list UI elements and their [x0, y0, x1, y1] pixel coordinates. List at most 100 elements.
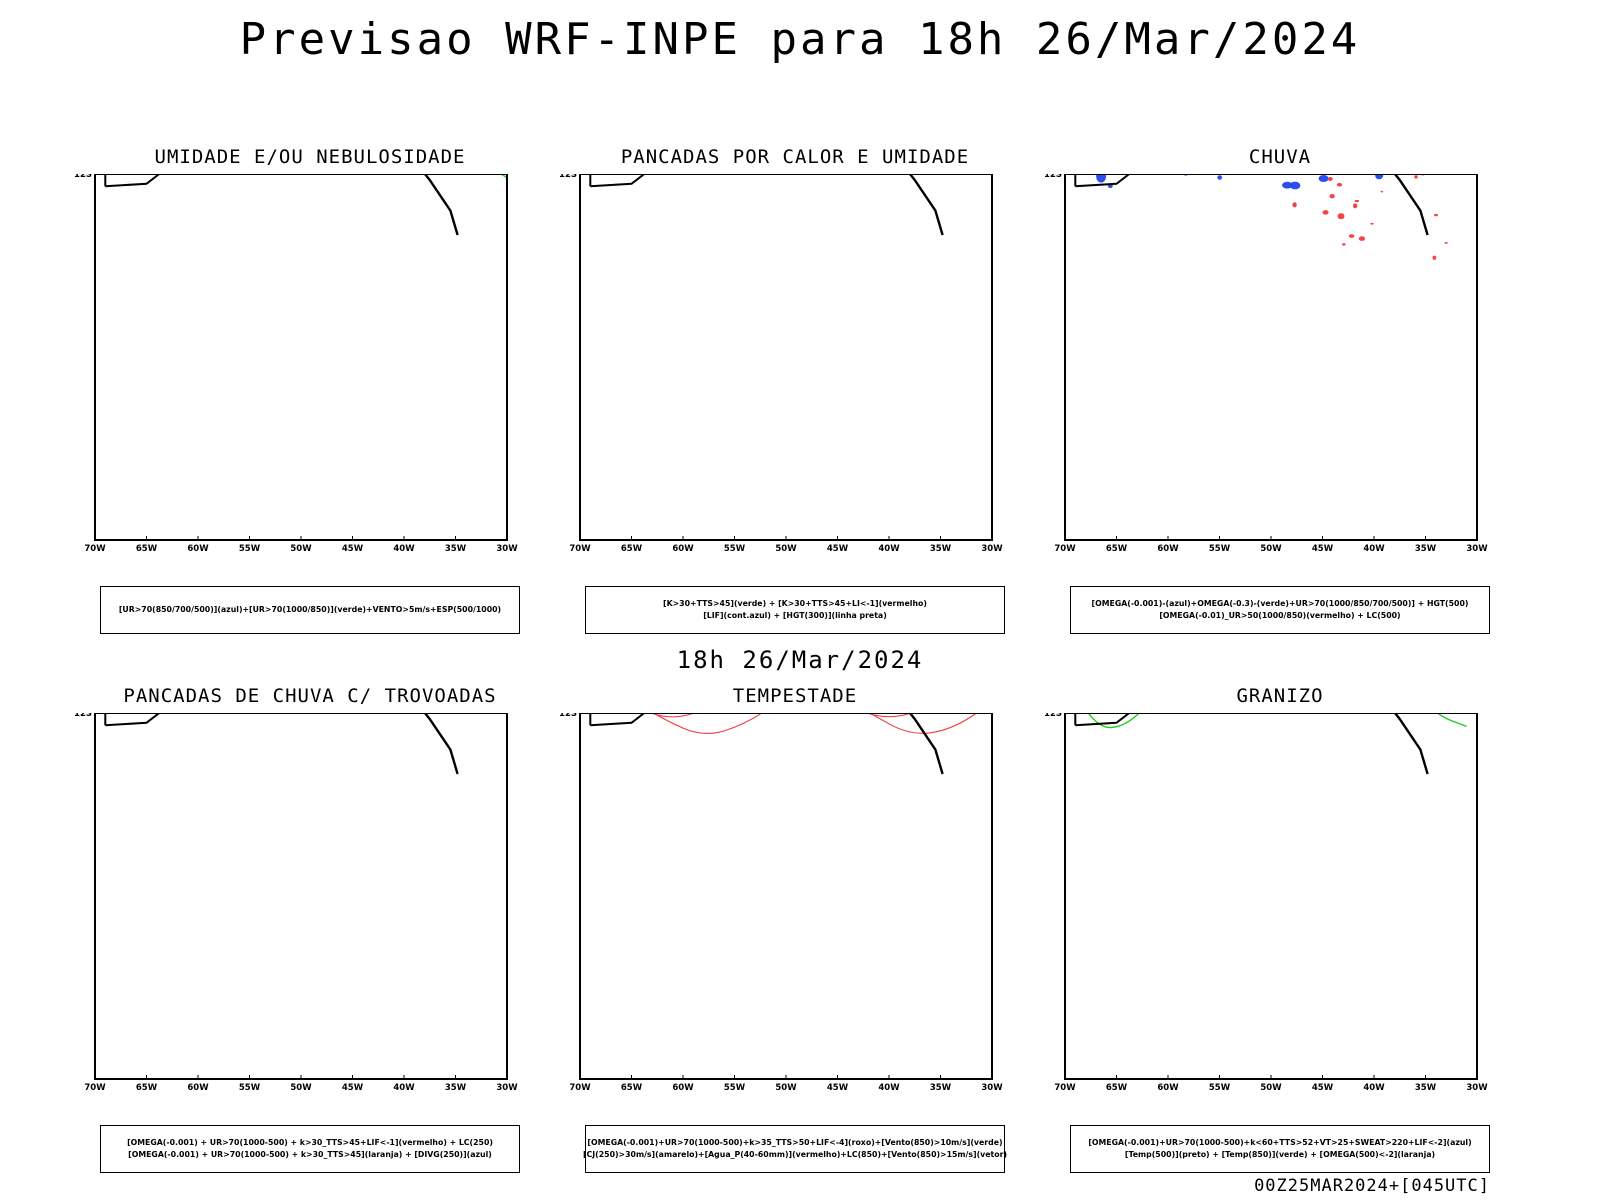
x-tick-label: 45W [1312, 1083, 1334, 1093]
x-tick-label: 70W [1054, 1083, 1076, 1093]
map-pancadas-trovoadas: 70W65W60W55W50W45W40W35W30W12S15S18S21S2… [70, 713, 550, 1123]
rain-humid-area [1483, 229, 1485, 230]
map-layer: -15-181215 [1074, 713, 1467, 775]
x-tick-label: 40W [393, 1083, 415, 1093]
x-tick-label: 45W [827, 1083, 849, 1093]
rain-humid-area [1329, 194, 1335, 199]
x-tick-label: 55W [239, 1083, 261, 1093]
x-tick-label: 55W [239, 544, 261, 554]
country-border [589, 713, 592, 726]
country-border [1075, 174, 1131, 188]
rain-humid-area [1482, 210, 1486, 214]
rain-humid-area [1337, 213, 1345, 220]
y-tick-label: 12S [559, 713, 577, 719]
map-svg-chuva: 582579576573570567564 70W 65W 60W 55W 50W 45W 4… [1044, 174, 1488, 554]
x-tick-label: 30W [981, 544, 1003, 554]
x-tick-label: 60W [187, 1083, 209, 1093]
x-tick-label: 45W [1312, 544, 1334, 554]
legend-line: [Temp(500)](preto) + [Temp(850)](verde) … [1124, 1150, 1436, 1159]
x-tick-label: 30W [496, 1083, 518, 1093]
rain-omega-area [1282, 181, 1293, 189]
x-tick-label: 30W [1466, 1083, 1488, 1093]
x-tick-label: 55W [724, 1083, 746, 1093]
coastline [1393, 713, 1429, 775]
x-tick-label: 60W [672, 1083, 694, 1093]
x-tick-label: 50W [290, 544, 312, 554]
legend-pancadas-calor: [K>30+TTS>45](verde) + [K>30+TTS>45+LI<-… [585, 586, 1005, 634]
coastline [423, 713, 459, 775]
x-tick-label: 50W [775, 1083, 797, 1093]
country-border [105, 713, 161, 727]
rain-humid-area [1370, 222, 1374, 225]
legend-line: [OMEGA(-0.001)+UR>70(1000-500)+k>35_TTS>… [587, 1138, 1003, 1147]
rain-omega-area [1096, 174, 1107, 183]
y-tick-label: 12S [1044, 174, 1062, 180]
panel-title-chuva: CHUVA [1248, 146, 1312, 168]
legend-line: [CJ(250)>30m/s](amarelo)+[Agua_P(40-60mm… [582, 1150, 1008, 1159]
rain-humid-area [1348, 234, 1355, 238]
legend-line: [OMEGA(-0.01)_UR>50(1000/850)(vermelho) … [1159, 611, 1401, 620]
map-layer: 582579576573570567564 [1074, 174, 1487, 260]
map-granizo: -15-181215 70W 65W 60W 55W 50W 45W 40W 35W 30W 12S… [1040, 713, 1520, 1123]
x-tick-label: 70W [569, 1083, 591, 1093]
legend-granizo: [OMEGA(-0.001)+UR>70(1000-500)+k<60+TTS>… [1070, 1125, 1490, 1173]
forecast-run-label: 00Z25MAR2024+[045UTC] [1254, 1176, 1490, 1196]
x-tick-label: 35W [1415, 1083, 1437, 1093]
x-tick-label: 70W [1054, 544, 1076, 554]
legend-line: [OMEGA(-0.001)-(azul)+OMEGA(-0.3)-(verde… [1091, 599, 1469, 608]
x-tick-label: 60W [672, 544, 694, 554]
country-border [1075, 713, 1131, 727]
map-svg-pancadas-trovoadas: 70W65W60W55W50W45W40W35W30W12S15S18S21S2… [74, 713, 518, 1093]
x-tick-label: 55W [724, 544, 746, 554]
country-border [589, 174, 592, 187]
map-pancadas-calor: 960095209440936092809680 70W 65W 60W 55W 50W 4… [555, 174, 1035, 584]
panel-title-pancadas-trovoadas: PANCADAS DE CHUVA C/ TROVOADAS [123, 685, 497, 707]
x-tick-label: 45W [827, 544, 849, 554]
rain-humid-area [1483, 255, 1486, 258]
temp-850-contour [1087, 713, 1467, 729]
panel-umidade: UMIDADE E/OU NEBULOSIDADE 10121008101610… [70, 146, 550, 634]
rain-humid-area [1358, 236, 1366, 241]
x-tick-label: 50W [290, 1083, 312, 1093]
rain-omega-area [1217, 175, 1223, 180]
x-tick-label: 65W [621, 1083, 643, 1093]
x-tick-label: 45W [342, 1083, 364, 1093]
country-border [590, 713, 646, 727]
rain-humid-area [1322, 210, 1329, 215]
x-tick-label: 60W [1157, 1083, 1179, 1093]
rain-humid-area [1354, 199, 1360, 203]
panel-title-umidade: UMIDADE E/OU NEBULOSIDADE [154, 146, 466, 168]
map-chuva: 582579576573570567564 70W 65W 60W 55W 50W 45W 4… [1040, 174, 1520, 584]
rain-humid-area [1434, 213, 1438, 217]
map-svg-pancadas-calor: 960095209440936092809680 70W 65W 60W 55W 50W 4… [559, 174, 1003, 554]
x-tick-label: 60W [187, 544, 209, 554]
map-frame [94, 713, 508, 1080]
rain-omega-area [1318, 174, 1329, 182]
legend-umidade: [UR>70(850/700/500)](azul)+[UR>70(1000/8… [100, 586, 520, 634]
y-tick-label: 12S [559, 174, 577, 180]
x-tick-label: 35W [445, 544, 467, 554]
country-border [105, 174, 161, 188]
y-tick-label: 12S [74, 713, 92, 719]
x-tick-label: 30W [981, 1083, 1003, 1093]
legend-pancadas-trovoadas: [OMEGA(-0.001) + UR>70(1000-500) + k>30_… [100, 1125, 520, 1173]
rain-omega-area [1375, 174, 1384, 180]
x-tick-label: 40W [878, 544, 900, 554]
map-tempestade: 70W65W60W55W50W45W40W35W30W12S15S18S21S2… [555, 713, 1035, 1123]
panel-title-granizo: GRANIZO [1236, 685, 1324, 707]
x-tick-label: 30W [1466, 544, 1488, 554]
rain-humid-area [1414, 175, 1418, 179]
rain-humid-area [1444, 241, 1448, 244]
x-tick-label: 40W [1363, 544, 1385, 554]
legend-line: [OMEGA(-0.001)+UR>70(1000-500)+k<60+TTS>… [1088, 1138, 1472, 1147]
rain-humid-area [1483, 199, 1487, 203]
x-tick-label: 70W [84, 544, 106, 554]
x-tick-label: 55W [1209, 1083, 1231, 1093]
x-tick-label: 35W [445, 1083, 467, 1093]
map-umidade: 1012100810161020576570564582 70W 65W 60W 55W… [70, 174, 550, 584]
map-layer: 1012100810161020576570564582 [104, 174, 507, 236]
rain-omega-area [1289, 181, 1301, 190]
map-frame [579, 713, 993, 1080]
coastline [1393, 174, 1429, 236]
coastline [423, 174, 459, 236]
